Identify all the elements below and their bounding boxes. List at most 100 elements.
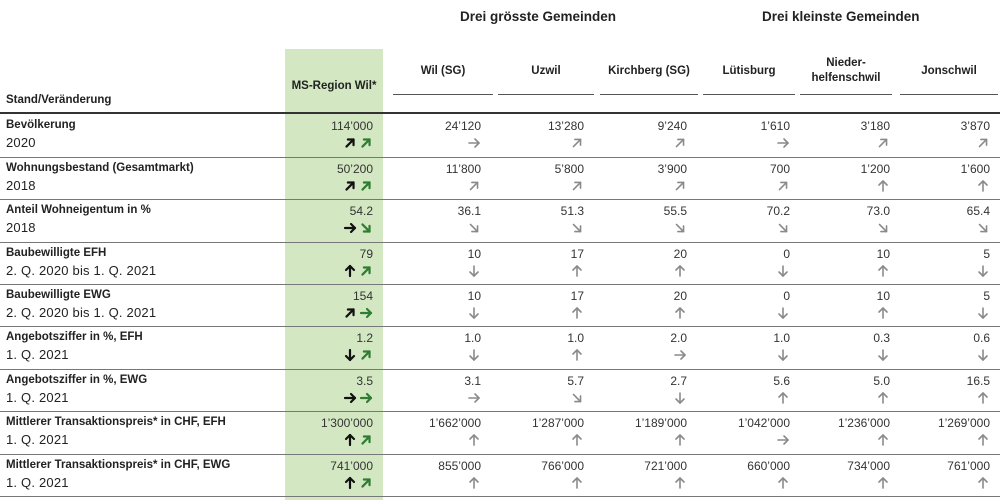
trend-arrow-icon bbox=[976, 136, 990, 150]
trend-arrow-icon bbox=[976, 221, 990, 235]
row-period: 2018 bbox=[6, 220, 36, 236]
data-cell: 3’900 bbox=[594, 157, 697, 199]
trend-arrow-icon bbox=[976, 264, 990, 278]
cell-value: 3’900 bbox=[657, 161, 687, 176]
table-row: Mittlerer Transaktionspreis* in CHF, EFH… bbox=[0, 412, 1000, 455]
cell-value: 17 bbox=[570, 246, 584, 261]
header-rule bbox=[0, 112, 1000, 114]
data-cell: 2.0 bbox=[594, 327, 697, 369]
trend-arrow-icon bbox=[467, 476, 481, 490]
row-title: Baubewilligte EFH bbox=[6, 246, 107, 259]
cell-value: 5.6 bbox=[773, 373, 790, 388]
group-header-smallest: Drei kleinste Gemeinden bbox=[762, 9, 920, 24]
trend-arrow-icon bbox=[976, 306, 990, 320]
trend-arrow-icon bbox=[876, 136, 890, 150]
table-row: Anteil Wohneigentum in % 2018 54.2 36.1 51.3… bbox=[0, 200, 1000, 243]
trend-arrow-icon bbox=[467, 348, 481, 362]
cell-value: 0.6 bbox=[973, 331, 990, 346]
cell-value: 1.2 bbox=[356, 331, 373, 346]
trend-arrow-icon bbox=[570, 476, 584, 490]
cell-value: 11’800 bbox=[445, 161, 481, 176]
cell-value: 855’000 bbox=[438, 458, 481, 473]
trend-arrow-icon bbox=[976, 348, 990, 362]
cell-value: 1’610 bbox=[760, 119, 790, 133]
cell-value: 16.5 bbox=[966, 373, 990, 388]
cell-value: 10 bbox=[876, 246, 890, 261]
cell-value: 3’180 bbox=[860, 119, 890, 133]
data-cell: 10 bbox=[800, 285, 900, 327]
cell-value: 1’300’000 bbox=[320, 416, 373, 431]
data-cell: 65.4 bbox=[900, 200, 1000, 242]
data-cell: 11’800 bbox=[383, 157, 491, 199]
region-cell: 1.2 bbox=[285, 327, 383, 369]
data-cell: 10 bbox=[383, 285, 491, 327]
data-cell: 36.1 bbox=[383, 200, 491, 242]
data-cell: 660’000 bbox=[697, 454, 800, 496]
trend-arrow-icon bbox=[343, 348, 357, 362]
data-cell: 3’180 bbox=[800, 115, 900, 157]
cell-value: 55.5 bbox=[663, 204, 687, 219]
trend-arrow-icon bbox=[876, 391, 890, 405]
row-label-cell: Wohnungsbestand (Gesamtmarkt) 2018 bbox=[0, 157, 285, 199]
data-cell: 3’870 bbox=[900, 115, 1000, 157]
cell-value: 741’000 bbox=[330, 458, 373, 473]
cell-value: 73.0 bbox=[866, 204, 890, 219]
trend-arrow-icon bbox=[359, 179, 373, 193]
cell-value: 660’000 bbox=[747, 458, 790, 473]
column-header-5: Jonschwil bbox=[900, 48, 998, 95]
data-cell: 734’000 bbox=[800, 454, 900, 496]
trend-arrow-icon bbox=[876, 264, 890, 278]
data-cell: 0 bbox=[697, 242, 800, 284]
trend-arrow-icon bbox=[467, 136, 481, 150]
cell-value: 1’269’000 bbox=[937, 416, 990, 431]
data-cell: 5 bbox=[900, 242, 1000, 284]
trend-arrow-icon bbox=[876, 476, 890, 490]
row-label-cell: Angebotsziffer in %, EWG 1. Q. 2021 bbox=[0, 369, 285, 411]
cell-value: 734’000 bbox=[847, 458, 890, 473]
trend-arrow-icon bbox=[359, 348, 373, 362]
trend-arrow-icon bbox=[570, 306, 584, 320]
trend-arrow-icon bbox=[776, 264, 790, 278]
trend-arrow-icon bbox=[976, 476, 990, 490]
trend-arrow-icon bbox=[673, 348, 687, 362]
trend-arrow-icon bbox=[467, 433, 481, 447]
trend-arrow-icon bbox=[776, 391, 790, 405]
trend-arrow-icon bbox=[343, 476, 357, 490]
trend-arrow-icon bbox=[570, 179, 584, 193]
trend-arrow-icon bbox=[343, 179, 357, 193]
cell-value: 1’662’000 bbox=[428, 416, 481, 431]
row-label-cell: Baubewilligte EWG 2. Q. 2020 bis 1. Q. 20… bbox=[0, 285, 285, 327]
cell-value: 65.4 bbox=[966, 204, 990, 219]
region-cell: 54.2 bbox=[285, 200, 383, 242]
cell-value: 721’000 bbox=[644, 458, 687, 473]
trend-arrow-icon bbox=[359, 221, 373, 235]
data-cell: 13’280 bbox=[491, 115, 594, 157]
data-cell: 1’600 bbox=[900, 157, 1000, 199]
trend-arrow-icon bbox=[343, 221, 357, 235]
row-label-cell: Mittlerer Transaktionspreis* in CHF, EWG… bbox=[0, 454, 285, 496]
cell-value: 3.5 bbox=[356, 373, 373, 388]
cell-value: 0.3 bbox=[873, 331, 890, 346]
trend-arrow-icon bbox=[570, 221, 584, 235]
trend-arrow-icon bbox=[876, 433, 890, 447]
region-cell: 154 bbox=[285, 285, 383, 327]
trend-arrow-icon bbox=[673, 221, 687, 235]
cell-value: 10 bbox=[876, 289, 890, 304]
cell-value: 766’000 bbox=[541, 458, 584, 473]
cell-value: 79 bbox=[359, 246, 373, 261]
trend-arrow-icon bbox=[359, 433, 373, 447]
cell-value: 13’280 bbox=[547, 119, 584, 133]
table-row: Bevölkerung 2020 114’000 24’120 13’280 9’240 1… bbox=[0, 115, 1000, 158]
cell-value: 114’000 bbox=[331, 119, 373, 133]
data-cell: 0 bbox=[697, 285, 800, 327]
row-period: 2. Q. 2020 bis 1. Q. 2021 bbox=[6, 262, 157, 278]
column-header-3: Lütisburg bbox=[703, 48, 795, 95]
table-row: Wohnungsbestand (Gesamtmarkt) 2018 50’200 1… bbox=[0, 157, 1000, 200]
cell-value: 17 bbox=[570, 289, 584, 304]
cell-value: 20 bbox=[673, 246, 687, 261]
trend-arrow-icon bbox=[976, 433, 990, 447]
data-cell: 0.3 bbox=[800, 327, 900, 369]
trend-arrow-icon bbox=[570, 433, 584, 447]
cell-value: 2.7 bbox=[670, 373, 687, 388]
data-cell: 721’000 bbox=[594, 454, 697, 496]
